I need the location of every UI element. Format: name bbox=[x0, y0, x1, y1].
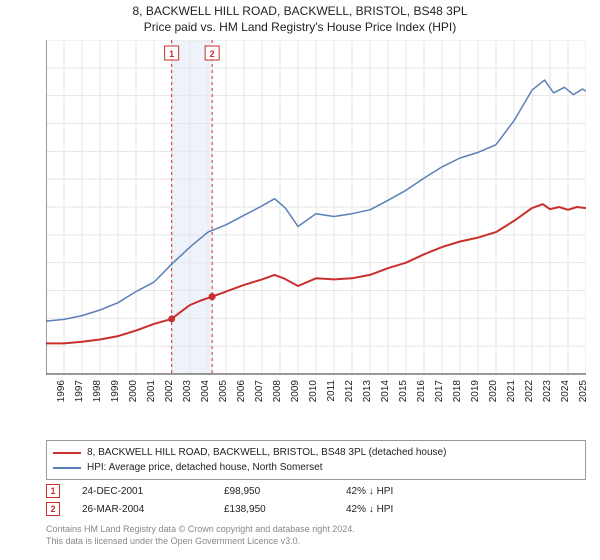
svg-text:2008: 2008 bbox=[272, 380, 283, 403]
legend-label-price-paid: 8, BACKWELL HILL ROAD, BACKWELL, BRISTOL… bbox=[87, 445, 446, 460]
svg-text:2: 2 bbox=[210, 49, 215, 59]
event-row-2: 2 26-MAR-2004 £138,950 42% ↓ HPI bbox=[46, 500, 586, 518]
legend-row-hpi: HPI: Average price, detached house, Nort… bbox=[53, 460, 579, 475]
svg-text:2007: 2007 bbox=[254, 380, 265, 403]
svg-text:2003: 2003 bbox=[182, 380, 193, 403]
attribution-line2: This data is licensed under the Open Gov… bbox=[46, 536, 586, 548]
legend-row-price-paid: 8, BACKWELL HILL ROAD, BACKWELL, BRISTOL… bbox=[53, 445, 579, 460]
svg-text:2015: 2015 bbox=[398, 380, 409, 403]
event-pct-1: 42% ↓ HPI bbox=[346, 486, 466, 497]
svg-text:2025: 2025 bbox=[578, 380, 586, 403]
svg-text:2022: 2022 bbox=[524, 380, 535, 403]
svg-text:1: 1 bbox=[169, 49, 174, 59]
chart: £0£50K£100K£150K£200K£250K£300K£350K£400… bbox=[46, 40, 586, 410]
svg-text:2021: 2021 bbox=[506, 380, 517, 403]
svg-text:2014: 2014 bbox=[380, 380, 391, 403]
svg-text:2020: 2020 bbox=[488, 380, 499, 403]
event-badge-2: 2 bbox=[46, 502, 60, 516]
svg-text:2010: 2010 bbox=[308, 380, 319, 403]
svg-text:2000: 2000 bbox=[128, 380, 139, 403]
svg-text:2012: 2012 bbox=[344, 380, 355, 403]
svg-text:2009: 2009 bbox=[290, 380, 301, 403]
svg-text:2001: 2001 bbox=[146, 380, 157, 403]
svg-text:2018: 2018 bbox=[452, 380, 463, 403]
svg-text:2005: 2005 bbox=[218, 380, 229, 403]
svg-text:2023: 2023 bbox=[542, 380, 553, 403]
svg-text:2019: 2019 bbox=[470, 380, 481, 403]
legend-swatch-hpi bbox=[53, 467, 81, 469]
svg-text:2024: 2024 bbox=[560, 380, 571, 403]
event-price-1: £98,950 bbox=[224, 486, 324, 497]
attribution: Contains HM Land Registry data © Crown c… bbox=[46, 524, 586, 547]
legend: 8, BACKWELL HILL ROAD, BACKWELL, BRISTOL… bbox=[46, 440, 586, 480]
attribution-line1: Contains HM Land Registry data © Crown c… bbox=[46, 524, 586, 536]
svg-text:1995: 1995 bbox=[46, 380, 49, 403]
chart-title: 8, BACKWELL HILL ROAD, BACKWELL, BRISTOL… bbox=[0, 0, 600, 35]
title-line2: Price paid vs. HM Land Registry's House … bbox=[0, 19, 600, 35]
svg-text:2017: 2017 bbox=[434, 380, 445, 403]
svg-text:1997: 1997 bbox=[74, 380, 85, 403]
event-date-2: 26-MAR-2004 bbox=[82, 504, 202, 515]
event-date-1: 24-DEC-2001 bbox=[82, 486, 202, 497]
chart-canvas: £0£50K£100K£150K£200K£250K£300K£350K£400… bbox=[46, 40, 586, 410]
svg-text:1999: 1999 bbox=[110, 380, 121, 403]
svg-text:2016: 2016 bbox=[416, 380, 427, 403]
svg-text:2013: 2013 bbox=[362, 380, 373, 403]
legend-label-hpi: HPI: Average price, detached house, Nort… bbox=[87, 460, 323, 475]
event-badge-1: 1 bbox=[46, 484, 60, 498]
event-price-2: £138,950 bbox=[224, 504, 324, 515]
legend-swatch-price-paid bbox=[53, 452, 81, 454]
event-table: 1 24-DEC-2001 £98,950 42% ↓ HPI 2 26-MAR… bbox=[46, 482, 586, 518]
svg-text:2004: 2004 bbox=[200, 380, 211, 403]
svg-text:2002: 2002 bbox=[164, 380, 175, 403]
event-pct-2: 42% ↓ HPI bbox=[346, 504, 466, 515]
svg-text:2011: 2011 bbox=[326, 380, 337, 402]
svg-text:1996: 1996 bbox=[56, 380, 67, 403]
event-row-1: 1 24-DEC-2001 £98,950 42% ↓ HPI bbox=[46, 482, 586, 500]
title-line1: 8, BACKWELL HILL ROAD, BACKWELL, BRISTOL… bbox=[0, 3, 600, 19]
svg-text:2006: 2006 bbox=[236, 380, 247, 403]
svg-text:1998: 1998 bbox=[92, 380, 103, 403]
